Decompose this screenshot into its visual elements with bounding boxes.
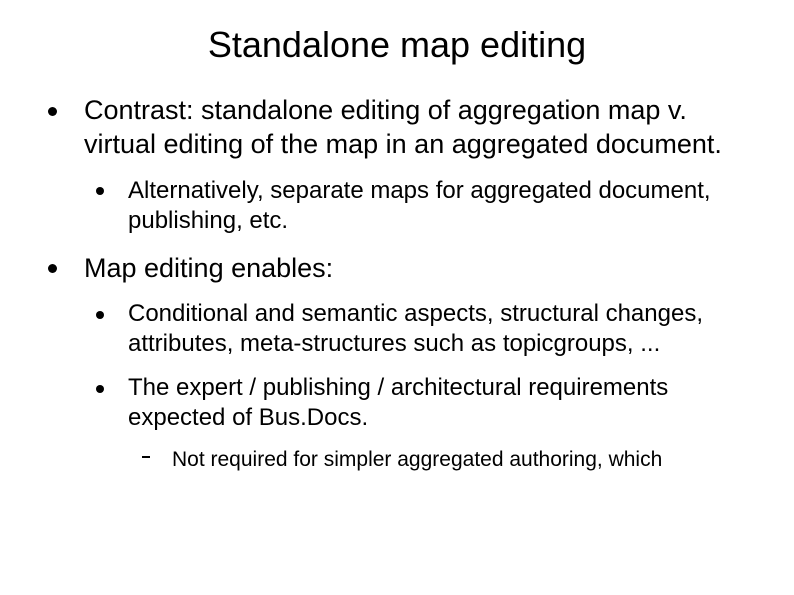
slide: Standalone map editing Contrast: standal… [0,0,794,595]
bullet-text: Map editing enables: [84,253,333,283]
bullet-text: Alternatively, separate maps for aggrega… [128,177,711,234]
list-item: Not required for simpler aggregated auth… [128,447,754,473]
bullet-text: Contrast: standalone editing of aggregat… [84,95,722,159]
bullet-text: Conditional and semantic aspects, struct… [128,300,703,357]
bullet-list-lvl3: Not required for simpler aggregated auth… [128,447,754,473]
bullet-text: The expert / publishing / architectural … [128,374,668,431]
list-item: Alternatively, separate maps for aggrega… [84,176,754,236]
bullet-text: Not required for simpler aggregated auth… [172,448,662,471]
slide-title: Standalone map editing [40,24,754,66]
list-item: Conditional and semantic aspects, struct… [84,299,754,359]
list-item: Contrast: standalone editing of aggregat… [40,94,754,236]
list-item: Map editing enables: Conditional and sem… [40,252,754,474]
bullet-list-lvl1: Contrast: standalone editing of aggregat… [40,94,754,474]
bullet-list-lvl2: Alternatively, separate maps for aggrega… [84,176,754,236]
list-item: The expert / publishing / architectural … [84,373,754,473]
bullet-list-lvl2: Conditional and semantic aspects, struct… [84,299,754,473]
